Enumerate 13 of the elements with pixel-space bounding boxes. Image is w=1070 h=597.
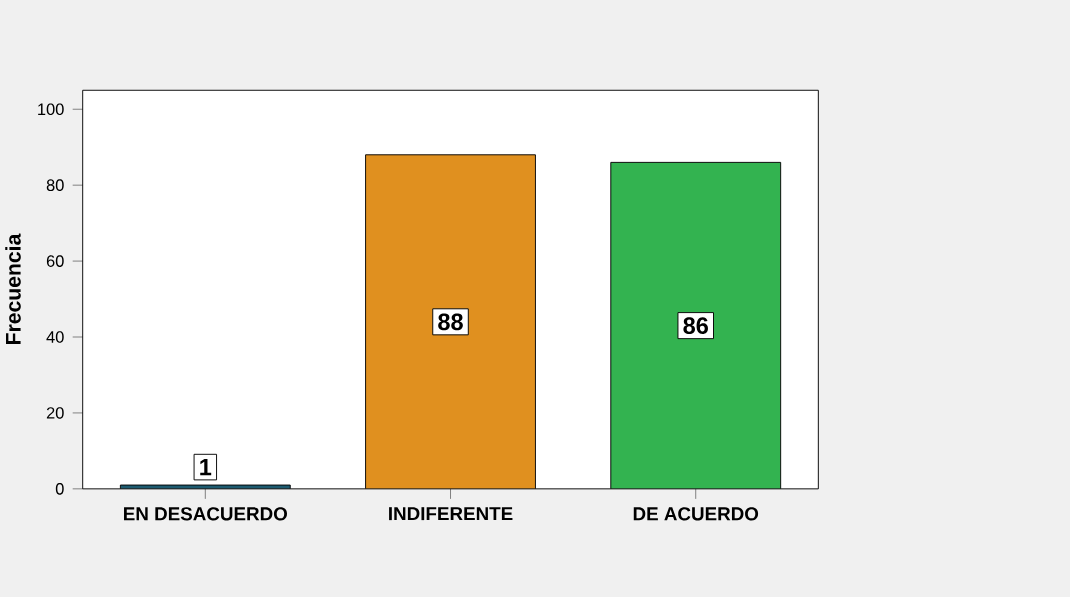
y-axis-title: Frecuencia — [5, 233, 21, 344]
x-tick-label: INDIFERENTE — [389, 507, 513, 521]
y-tick-label: 60 — [46, 255, 64, 267]
data-label: 86 — [683, 317, 708, 334]
y-tick-label: 0 — [55, 482, 64, 495]
x-tick-label: EN DESACUERDO — [124, 507, 287, 521]
y-tick-label: 40 — [46, 331, 64, 343]
data-label: 88 — [438, 313, 463, 331]
y-tick-label: 100 — [38, 103, 64, 115]
x-tick-label: DE ACUERDO — [633, 507, 759, 521]
y-tick-label: 20 — [46, 407, 64, 419]
data-label: 1 — [200, 458, 212, 476]
y-tick-label: 80 — [46, 179, 64, 191]
